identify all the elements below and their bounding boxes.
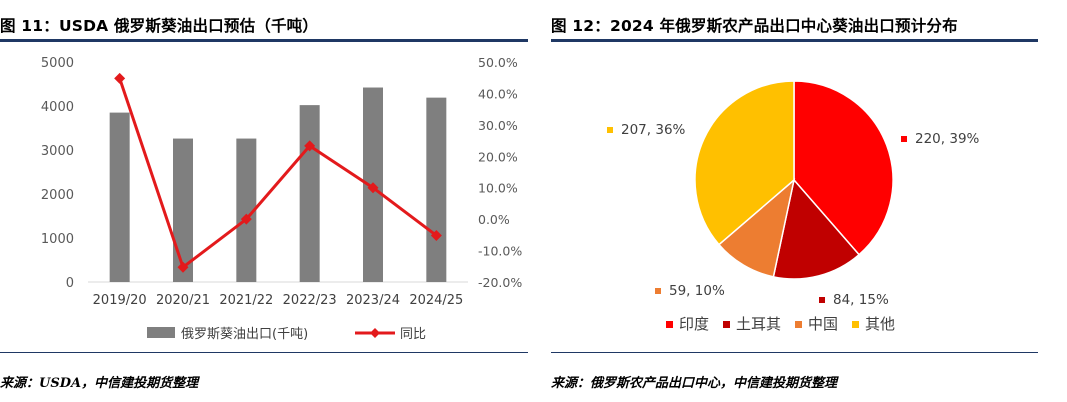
pie-chart: 220, 39% 84, 15% 59, 10% 207, 36% 印度 土耳其 中国 其他: [607, 80, 980, 333]
legend-bar-swatch: [147, 327, 175, 338]
yoy-marker-2021/22: [240, 213, 252, 225]
y2-tick-label: 20.0%: [478, 149, 518, 164]
pie-label-marker: [819, 297, 825, 303]
left-bottom-rule: [0, 352, 528, 353]
left-source-note: 来源：USDA，中信建投期货整理: [0, 376, 199, 391]
legend-swatch-印度: [666, 321, 673, 328]
y2-tick-label: 10.0%: [478, 181, 518, 196]
y2-tick-label: -10.0%: [478, 244, 522, 259]
right-source-note: 来源：俄罗斯农产品出口中心，中信建投期货整理: [551, 376, 838, 391]
y2-tick-label: 0.0%: [478, 212, 510, 227]
pie-data-label: 59, 10%: [669, 283, 725, 299]
x-tick-label: 2019/20: [93, 293, 147, 308]
left-figure-panel: 图 11：USDA 俄罗斯葵油出口预估（千吨） 0 1000 2000 3000 400…: [0, 0, 528, 402]
yoy-marker-2020/21: [177, 261, 189, 273]
yoy-line: [118, 77, 438, 270]
left-top-rule: [0, 39, 528, 42]
legend-swatch-其他: [852, 321, 859, 328]
y2-tick-label: -20.0%: [478, 275, 522, 290]
x-tick-label: 2023/24: [346, 293, 400, 308]
y-tick-label: 2000: [41, 188, 74, 203]
left-figure-title: 图 11：USDA 俄罗斯葵油出口预估（千吨）: [0, 17, 319, 35]
pie-slice-印度: [793, 80, 894, 256]
yoy-marker-2019/20: [114, 72, 126, 84]
right-figure-panel: 图 12：2024 年俄罗斯农产品出口中心葵油出口预计分布 220, 39% 84…: [551, 0, 1067, 402]
bar-line-chart: 0 1000 2000 3000 4000 5000 -20.0% -10.0% 0.0% 10.…: [41, 55, 522, 342]
y2-tick-label: 30.0%: [478, 118, 518, 133]
bar-2021/22: [236, 138, 257, 282]
y-tick-label: 4000: [41, 100, 74, 115]
legend-line-marker: [370, 328, 380, 338]
pie-label-marker: [607, 127, 613, 133]
pie-data-label: 220, 39%: [915, 131, 980, 147]
x-tick-label: 2024/25: [409, 293, 463, 308]
y2-tick-label: 50.0%: [478, 55, 518, 70]
pie-label-marker: [655, 288, 661, 294]
y2-tick-label: 40.0%: [478, 86, 518, 101]
y-tick-label: 3000: [41, 144, 74, 159]
bar-2020/21: [173, 138, 193, 282]
pie-data-label: 84, 15%: [833, 292, 889, 308]
bar-2019/20: [109, 112, 130, 282]
legend-bar-label: 俄罗斯葵油出口(千吨): [181, 327, 308, 342]
y-tick-label: 1000: [41, 232, 74, 247]
pie-slice-其他: [694, 80, 795, 246]
pie-data-label: 207, 36%: [621, 122, 686, 138]
legend-line-label: 同比: [400, 327, 426, 342]
x-tick-label: 2021/22: [219, 293, 273, 308]
right-bottom-rule: [551, 352, 1038, 353]
yoy-marker-2022/23: [304, 140, 316, 152]
bar-2024/25: [426, 97, 447, 282]
bar-2022/23: [299, 105, 320, 282]
y-tick-label: 5000: [41, 56, 74, 71]
legend-label-其他: 其他: [865, 315, 895, 333]
pie-label-marker: [901, 136, 907, 142]
yoy-marker-2024/25: [430, 229, 442, 241]
yoy-marker-2023/24: [367, 182, 379, 194]
legend-swatch-中国: [795, 321, 802, 328]
x-tick-label: 2020/21: [156, 293, 210, 308]
x-tick-label: 2022/23: [283, 293, 337, 308]
legend-label-中国: 中国: [808, 315, 838, 333]
legend-swatch-土耳其: [723, 321, 730, 328]
legend-label-土耳其: 土耳其: [736, 315, 781, 333]
y-tick-label: 0: [66, 276, 74, 291]
pie-slice-土耳其: [772, 178, 861, 280]
right-top-rule: [551, 39, 1038, 42]
right-figure-title: 图 12：2024 年俄罗斯农产品出口中心葵油出口预计分布: [551, 17, 958, 35]
legend-label-印度: 印度: [679, 315, 709, 333]
